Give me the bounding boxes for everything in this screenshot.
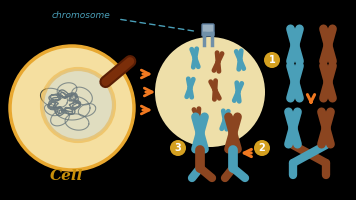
Text: 2: 2	[258, 143, 265, 153]
Circle shape	[170, 140, 186, 156]
FancyBboxPatch shape	[202, 24, 214, 36]
Circle shape	[254, 140, 270, 156]
Circle shape	[42, 69, 114, 141]
Circle shape	[155, 37, 265, 147]
Text: chromosome: chromosome	[52, 11, 111, 20]
Circle shape	[10, 46, 134, 170]
Text: Cell: Cell	[50, 169, 84, 183]
Text: 3: 3	[175, 143, 181, 153]
Text: 1: 1	[269, 55, 276, 65]
Circle shape	[264, 52, 280, 68]
